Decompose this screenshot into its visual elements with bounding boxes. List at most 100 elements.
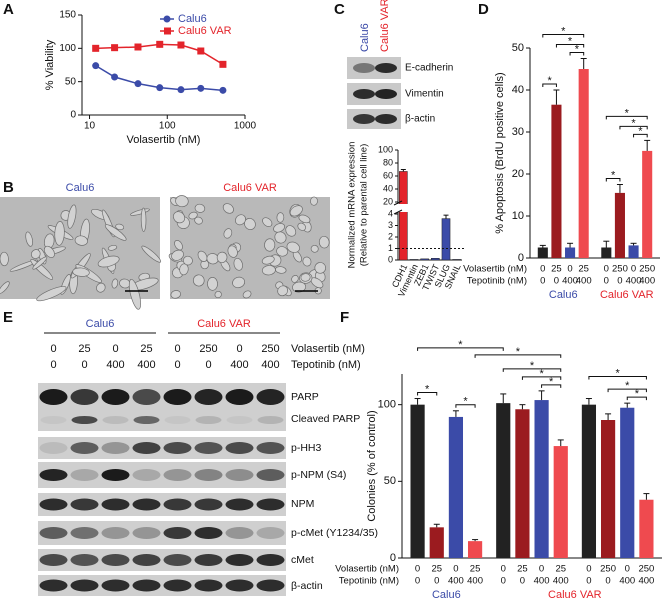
blot-band <box>132 498 161 511</box>
condition-value: 0 <box>567 264 572 275</box>
panel-letter: A <box>3 1 14 18</box>
bar <box>441 218 451 261</box>
y-axis-label: % Apoptosis (BrdU positive cells) <box>494 72 506 233</box>
condition-value: 25 <box>578 264 589 275</box>
legend-marker <box>163 15 171 23</box>
cell <box>223 228 233 239</box>
blot-band <box>256 554 285 566</box>
y-tick-label: 2 <box>388 231 393 241</box>
blot-band <box>70 498 99 511</box>
cell <box>36 286 67 302</box>
condition-value: 400 <box>562 276 578 287</box>
blot-band <box>70 389 99 405</box>
y-tick-label: 4 <box>388 208 393 218</box>
condition-value: 0 <box>434 576 439 587</box>
cell <box>194 203 206 213</box>
blot-band <box>70 442 99 454</box>
x-axis-label: Volasertib (nM) <box>127 134 201 146</box>
blot-band <box>40 416 67 424</box>
y-tick-label: 20 <box>512 168 524 180</box>
y-tick-label: 150 <box>59 10 76 21</box>
y-axis-label: Normalized mRNA expression <box>347 142 358 269</box>
condition-value: 0 <box>50 343 56 355</box>
panel-letter: C <box>334 1 345 18</box>
cell <box>43 245 55 258</box>
cell <box>115 223 125 231</box>
condition-value: 0 <box>174 359 180 371</box>
blot-band <box>194 442 223 454</box>
significance-bracket <box>542 34 585 38</box>
y-tick-label: 50 <box>65 76 77 87</box>
cell <box>227 245 238 258</box>
condition-value: 0 <box>415 564 420 575</box>
y-tick-label: 40 <box>512 84 524 96</box>
condition-value: 25 <box>140 343 152 355</box>
y-tick-label: 100 <box>59 43 76 54</box>
bar <box>601 247 612 258</box>
bar <box>620 407 635 558</box>
significance-bracket <box>626 396 647 401</box>
cell <box>233 257 243 271</box>
blot-strip <box>38 383 286 431</box>
condition-value: 400 <box>638 576 654 587</box>
blot-band <box>71 416 98 424</box>
row-label: Tepotinib (nM) <box>291 359 361 371</box>
cell <box>264 238 276 252</box>
row-label: Tepotinib (nM) <box>467 276 527 287</box>
condition-value: 0 <box>540 264 545 275</box>
significance-star: * <box>625 107 630 119</box>
cell <box>107 244 118 251</box>
blot-band <box>226 416 253 424</box>
marker <box>156 40 164 48</box>
y-tick-label: 100 <box>378 399 396 411</box>
y-tick-label: 1 <box>388 243 393 253</box>
significance-star: * <box>631 117 636 129</box>
micrograph-label: Calu6 <box>66 182 95 194</box>
condition-value: 25 <box>517 564 528 575</box>
cell <box>170 290 181 299</box>
marker <box>197 47 205 55</box>
y-tick-label: 0 <box>388 254 393 264</box>
condition-value: 0 <box>81 359 87 371</box>
cell <box>0 251 9 267</box>
y-tick-label: 10 <box>512 210 524 222</box>
y-tick-label: 0 <box>518 252 524 264</box>
y-axis-label: % Viability <box>44 39 56 90</box>
cell <box>175 195 189 208</box>
blot-band <box>194 469 223 481</box>
bar <box>642 150 653 258</box>
cell <box>310 244 319 253</box>
blot-band <box>163 527 192 539</box>
significance-bracket <box>607 388 647 393</box>
blot-band <box>163 498 192 511</box>
bar <box>515 409 530 558</box>
blot-band <box>375 114 397 124</box>
panel-letter: B <box>3 179 14 196</box>
y-tick-label: 50 <box>512 42 524 54</box>
blot-band <box>70 554 99 566</box>
blot-strip <box>38 575 286 596</box>
cell <box>67 204 77 229</box>
bar <box>534 400 549 558</box>
blot-band <box>225 527 254 539</box>
cell <box>232 276 246 289</box>
cell <box>182 255 193 266</box>
blot-band-label: NPM <box>291 498 314 510</box>
blot-band <box>39 579 68 592</box>
cell <box>0 281 10 294</box>
marker <box>134 80 142 88</box>
marker <box>134 43 142 51</box>
blot-band <box>164 416 191 424</box>
cell <box>242 290 252 299</box>
condition-value: 0 <box>501 576 506 587</box>
blot-strip <box>38 437 286 459</box>
condition-value: 25 <box>431 564 442 575</box>
blot-band <box>132 527 161 539</box>
blot-band <box>133 416 160 424</box>
condition-value: 0 <box>554 276 559 287</box>
significance-star: * <box>530 360 535 372</box>
condition-value: 250 <box>612 264 628 275</box>
bar <box>409 259 419 261</box>
cell <box>286 241 300 253</box>
